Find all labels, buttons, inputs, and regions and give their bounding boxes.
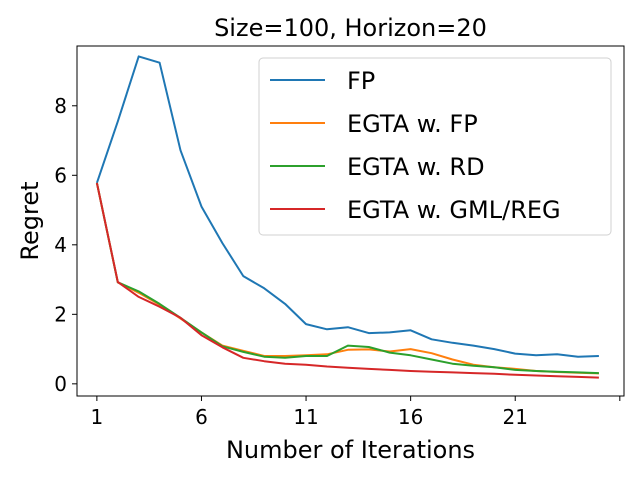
chart-title: Size=100, Horizon=20 [214, 14, 487, 42]
x-tick-label: 1 [91, 405, 104, 429]
x-tick-label: 11 [293, 405, 318, 429]
x-axis: 1 6 11 16 21 [91, 396, 621, 429]
y-tick-label: 8 [54, 94, 67, 118]
x-tick-label: 16 [398, 405, 423, 429]
x-axis-title: Number of Iterations [226, 436, 475, 464]
y-axis: 0 2 4 6 8 [54, 94, 77, 396]
x-tick-label: 21 [503, 405, 528, 429]
legend-label-3: EGTA w. GML/REG [347, 196, 561, 224]
y-tick-label: 4 [54, 233, 67, 257]
y-axis-title: Regret [16, 181, 44, 260]
legend-box [258, 57, 612, 236]
legend-label-0: FP [347, 67, 375, 95]
y-tick-label: 2 [54, 302, 67, 326]
legend-label-2: EGTA w. RD [347, 153, 485, 181]
legend-label-1: EGTA w. FP [347, 110, 478, 138]
plot-area [95, 55, 599, 379]
legend: FP EGTA w. FP EGTA w. RD EGTA w. GML/REG [258, 57, 612, 236]
series-line-0 [95, 55, 599, 358]
plot-frame [76, 45, 625, 397]
x-tick-label: 6 [195, 405, 208, 429]
series-line-3 [95, 182, 599, 379]
y-tick-label: 0 [54, 372, 67, 396]
y-tick-label: 6 [54, 163, 67, 187]
